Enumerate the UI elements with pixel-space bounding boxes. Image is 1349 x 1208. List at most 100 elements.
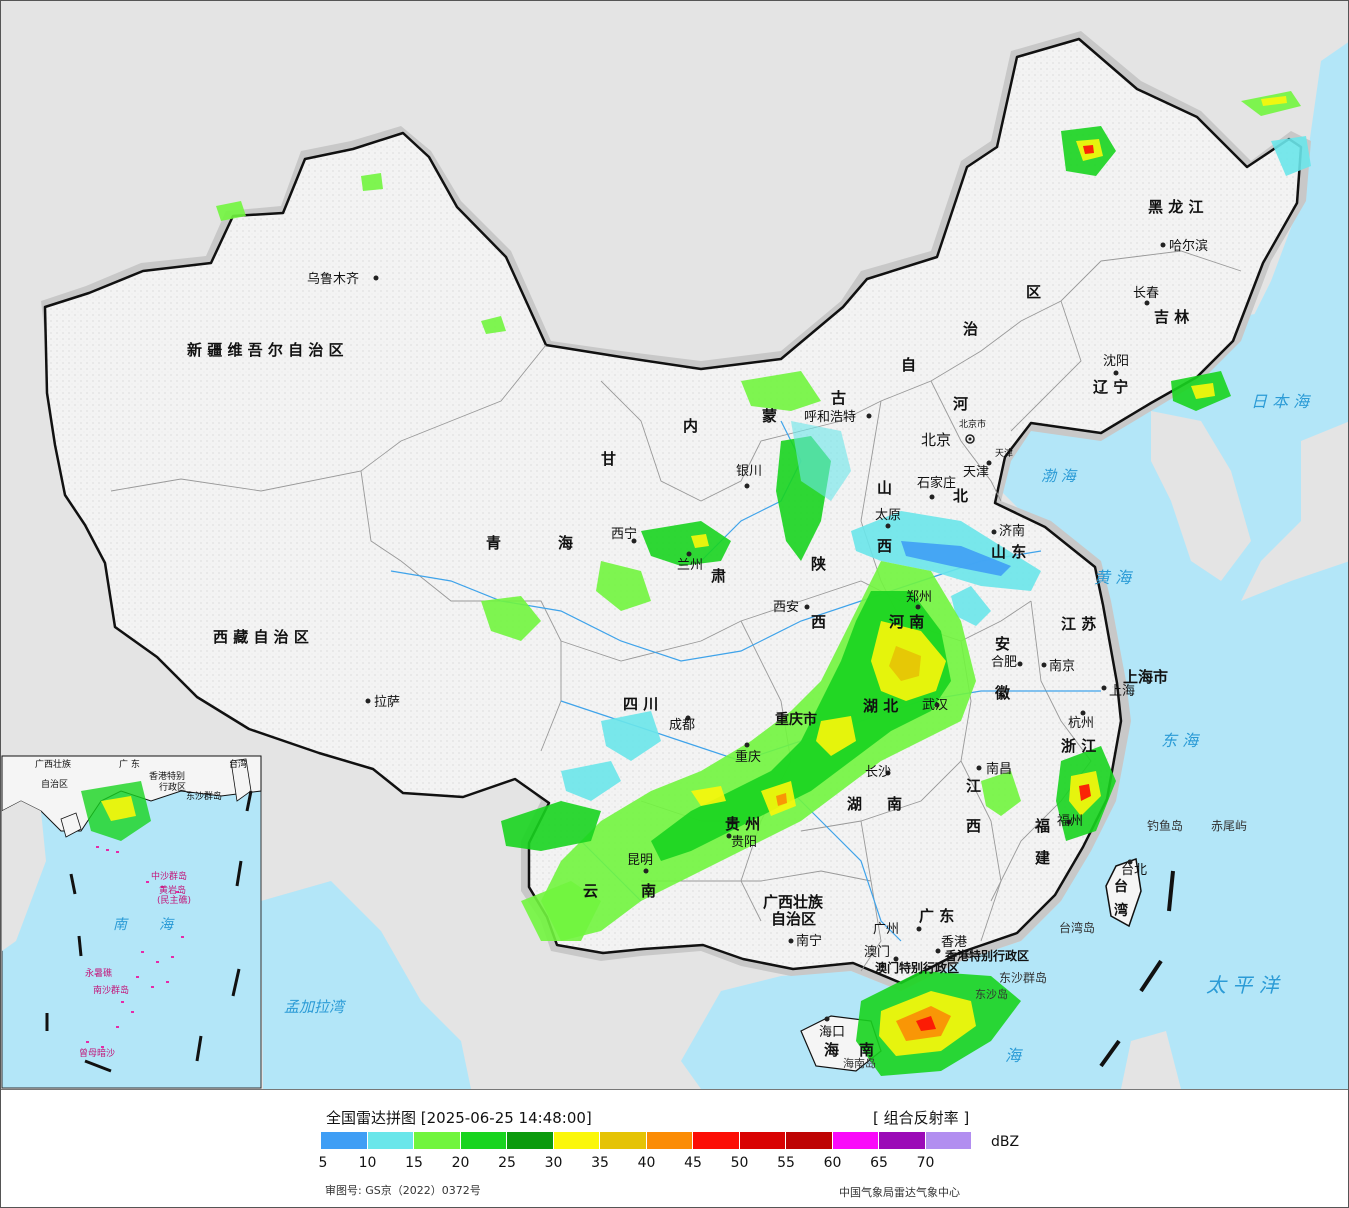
city-hongkong: 香港 <box>941 935 967 950</box>
label-heilongjiang: 黑 龙 江 <box>1148 198 1203 216</box>
label-hunan-2: 南 <box>887 795 902 813</box>
scale-tick-label: 45 <box>684 1155 702 1171</box>
inset-guangxi: 广西壮族 <box>35 758 71 770</box>
label-chongqing: 重庆市 <box>775 711 817 728</box>
scale-tick-label: 10 <box>358 1155 377 1171</box>
scale-swatch <box>507 1132 553 1149</box>
city-shenyang: 沈阳 <box>1103 354 1129 369</box>
city-shanghai: 上海 <box>1109 684 1135 699</box>
scale-tick-label: 55 <box>777 1155 795 1171</box>
label-fujian-2: 建 <box>1035 849 1051 867</box>
inset-zhongsha: 中沙群岛 <box>151 870 187 882</box>
city-lanzhou: 兰州 <box>677 558 703 573</box>
label-xizang: 西 藏 自 治 区 <box>213 628 309 646</box>
label-dongsha: 东沙群岛 <box>999 970 1047 985</box>
city-changchun: 长春 <box>1133 286 1159 301</box>
inset-hk: 香港特别 <box>149 770 185 782</box>
korea-land <box>1151 411 1251 581</box>
label-chiwei: 赤尾屿 <box>1211 819 1247 833</box>
scale-tick-label: 15 <box>405 1155 423 1171</box>
label-qinghai-b: 海 <box>558 534 573 552</box>
city-taiyuan: 太原 <box>875 508 901 523</box>
city-guiyang: 贵阳 <box>731 835 757 850</box>
label-taiwan-island: 台湾岛 <box>1059 920 1095 935</box>
scale-tick-label: 60 <box>823 1155 842 1171</box>
city-haikou: 海口 <box>819 1025 845 1040</box>
philippines-land <box>1121 1031 1181 1089</box>
scale-tick-label: 70 <box>916 1155 935 1171</box>
south-china-sea-inset: 广西壮族 自治区 广 东 香港特别 行政区 台湾 东沙群岛 中沙群岛 黄岩岛 (… <box>1 755 262 1089</box>
inset-huangyan2: (民主礁) <box>157 894 191 906</box>
city-lhasa: 拉萨 <box>374 695 400 710</box>
city-beijing: 北京市 <box>959 418 986 430</box>
sea-taiping: 太 平 洋 <box>1206 973 1281 997</box>
label-tianjin: 天津 <box>963 465 989 480</box>
label-hainan-2: 南 <box>859 1041 874 1059</box>
label-neimenggu-1: 内 <box>683 417 698 435</box>
inset-guangxi2: 自治区 <box>41 778 68 790</box>
scale-swatch <box>321 1132 367 1149</box>
label-jiangxi-1: 江 <box>966 777 981 795</box>
inset-huangyan: 黄岩岛 <box>159 884 186 896</box>
label-guangdong: 广 东 <box>919 907 954 925</box>
scale-tick-label: 25 <box>498 1155 516 1171</box>
city-nanjing: 南京 <box>1049 658 1075 674</box>
city-urumqi: 乌鲁木齐 <box>307 271 359 287</box>
city-chongqing: 重庆 <box>735 749 761 765</box>
city-macau: 澳门 <box>864 944 890 960</box>
inset-nanhai-b: 海 <box>159 917 175 933</box>
inset-nanhai-a: 南 <box>113 917 129 933</box>
inset-guangdong: 广 东 <box>119 758 140 770</box>
inset-yongshu: 永暑礁 <box>85 967 112 979</box>
scale-swatch <box>832 1132 878 1149</box>
inset-taiwan: 台湾 <box>229 758 247 770</box>
scale-swatch <box>693 1132 739 1149</box>
label-shanxi-1: 山 <box>877 479 892 497</box>
sea-boundary <box>1099 870 1175 1068</box>
sea-nanhai: 海 <box>1005 1046 1023 1065</box>
inset-nansha: 南沙群岛 <box>93 984 129 996</box>
label-qinghai-a: 青 <box>486 534 501 552</box>
label-hubei: 湖 北 <box>863 697 898 715</box>
scale-swatch <box>553 1132 599 1149</box>
label-guangxi-b: 自治区 <box>771 910 816 928</box>
bengal-bay <box>261 881 471 1089</box>
scale-swatch <box>367 1132 413 1149</box>
scale-swatch <box>786 1132 832 1149</box>
label-hongkong: 香港特别行政区 <box>944 948 1029 963</box>
label-jiangsu: 江 苏 <box>1061 615 1096 633</box>
sea-huanghai: 黄 海 <box>1094 568 1133 587</box>
legend-product: [ 组合反射率 ] <box>873 1109 970 1127</box>
scale-swatch <box>879 1132 925 1149</box>
japan-sea <box>1231 42 1348 361</box>
label-diaoyu: 钓鱼岛 <box>1147 818 1183 833</box>
label-jilin: 吉 林 <box>1154 308 1190 326</box>
scale-tick-label: 30 <box>544 1155 563 1171</box>
label-anhui-2: 徽 <box>994 684 1011 702</box>
label-gansu-b: 肃 <box>711 567 726 585</box>
inset-hk2: 行政区 <box>159 781 186 793</box>
scale-swatch <box>739 1132 785 1149</box>
label-shaanxi-1: 陕 <box>811 555 826 573</box>
city-xining: 西宁 <box>611 526 637 542</box>
label-hunan-1: 湖 <box>847 795 862 813</box>
sea-donghai: 东 海 <box>1161 731 1200 750</box>
city-dots <box>365 242 1166 1022</box>
city-xian: 西安 <box>773 600 799 615</box>
scale-tick-label: 50 <box>730 1155 749 1171</box>
label-hainan-island: 海南岛 <box>843 1056 876 1070</box>
source-credit: 中国气象局雷达气象中心 <box>839 1186 960 1199</box>
label-guangxi-a: 广西壮族 <box>763 893 824 911</box>
label-beijing: 北京 <box>921 431 951 449</box>
city-kunming: 昆明 <box>627 853 653 868</box>
city-tianjin: 天津 <box>995 448 1013 459</box>
scale-tick-label: 35 <box>591 1155 609 1171</box>
legend-title: 全国雷达拼图 [2025-06-25 14:48:00] <box>326 1109 592 1127</box>
scale-swatch <box>414 1132 460 1149</box>
label-guizhou: 贵 州 <box>725 815 760 833</box>
label-liaoning: 辽 宁 <box>1093 378 1128 396</box>
label-jiangxi-2: 西 <box>966 817 981 835</box>
inset-zengmu: 曾母暗沙 <box>79 1047 115 1059</box>
label-shandong: 山 东 <box>991 543 1026 561</box>
